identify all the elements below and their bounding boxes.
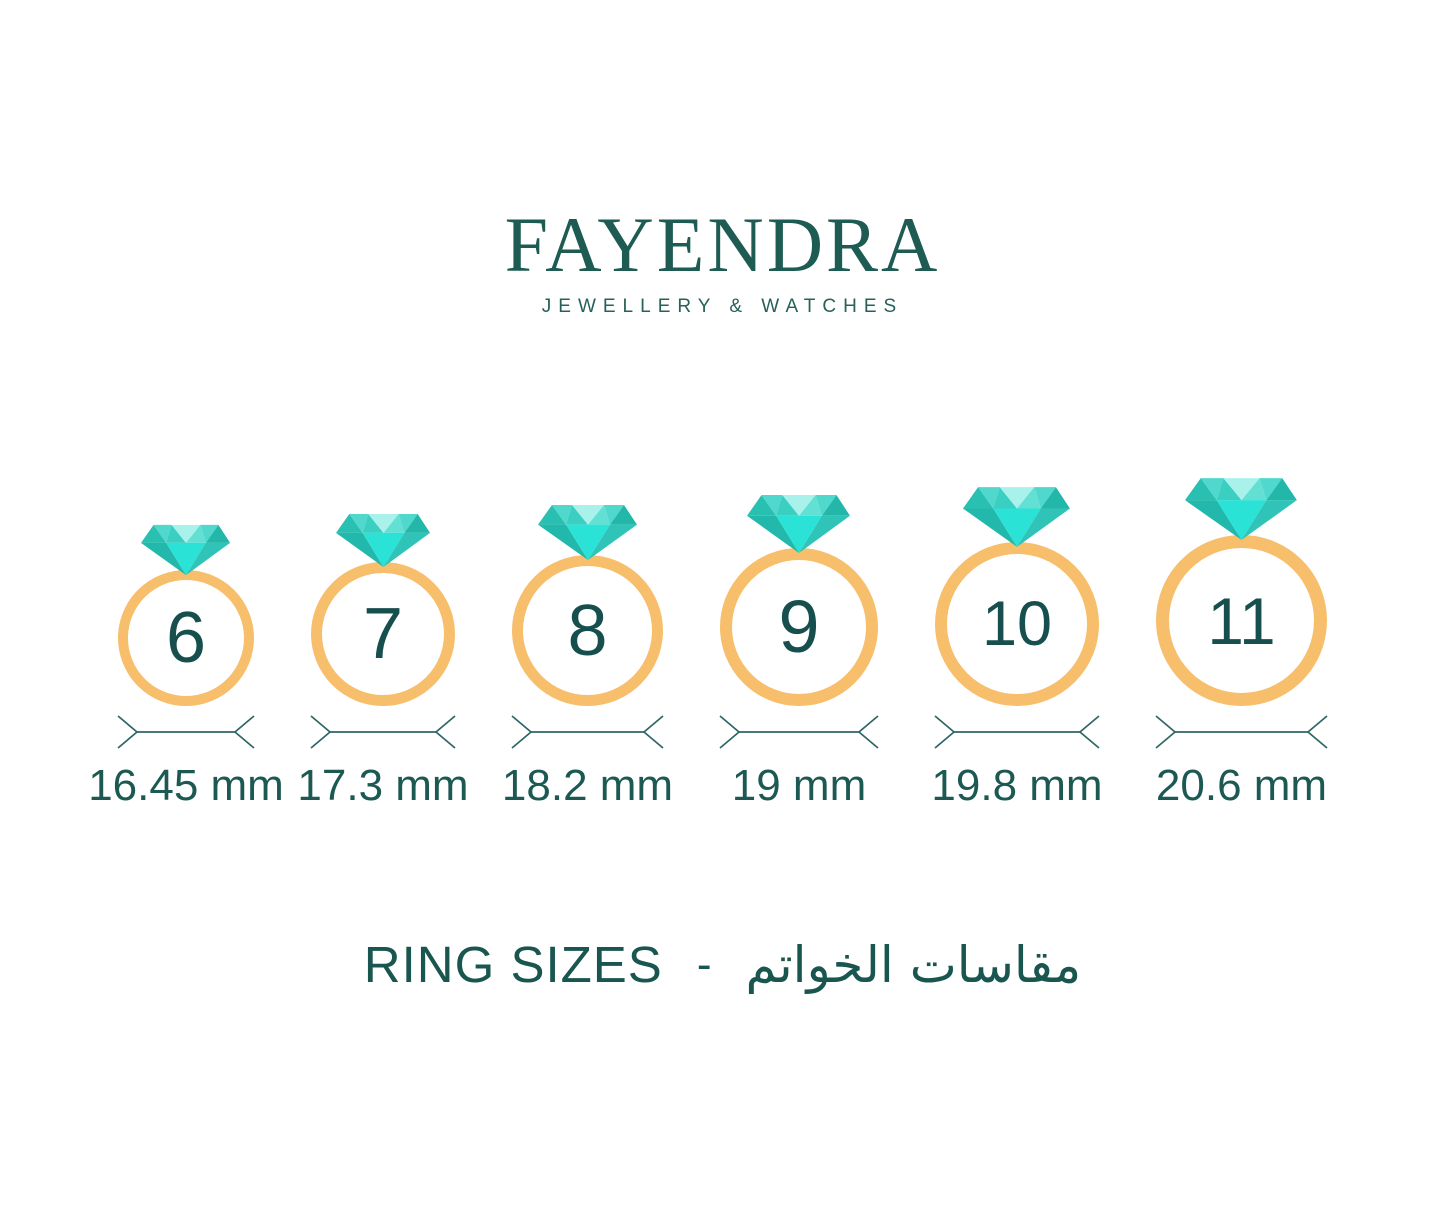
diameter-label: 20.6 mm bbox=[1155, 761, 1328, 811]
measure-arrows bbox=[310, 715, 456, 750]
ring-item-9: 9 19 mm bbox=[719, 494, 879, 812]
brand-name: FAYENDRA bbox=[504, 201, 941, 288]
ring-band: 8 bbox=[512, 555, 663, 707]
diamond-icon bbox=[963, 486, 1071, 548]
measure-arrows bbox=[511, 715, 664, 750]
brand-tagline: JEWELLERY & WATCHES bbox=[541, 296, 904, 317]
title-english: RING SIZES bbox=[363, 936, 663, 993]
ring-band: 11 bbox=[1156, 535, 1327, 707]
measure-arrows bbox=[719, 715, 879, 750]
diameter-label: 18.2 mm bbox=[501, 761, 674, 811]
ring-size-number: 10 bbox=[981, 588, 1053, 659]
diamond-icon bbox=[1185, 477, 1298, 541]
title-arabic: مقاسات الخواتم bbox=[745, 935, 1082, 994]
ring-band: 10 bbox=[935, 542, 1099, 707]
ring-band: 6 bbox=[118, 570, 254, 707]
diameter-label: 19 mm bbox=[731, 761, 867, 811]
page-title: RING SIZES - مقاسات الخواتم bbox=[0, 935, 1445, 994]
ring-band: 7 bbox=[311, 562, 455, 707]
ring-item-10: 10 19.8 mm bbox=[931, 486, 1103, 812]
ring-size-number: 6 bbox=[165, 598, 207, 679]
diamond-icon bbox=[141, 524, 231, 576]
ring-size-number: 7 bbox=[362, 594, 404, 675]
ring-item-11: 11 20.6 mm bbox=[1155, 477, 1328, 812]
diamond-icon bbox=[747, 494, 851, 554]
measure-arrows bbox=[117, 715, 255, 750]
brand-logo: FAYENDRA JEWELLERY & WATCHES bbox=[0, 206, 1445, 318]
ring-item-6: 6 16.45 mm bbox=[88, 524, 284, 812]
title-separator: - bbox=[696, 939, 712, 989]
ring-size-number: 8 bbox=[567, 590, 608, 671]
measure-arrows bbox=[934, 715, 1100, 750]
diameter-label: 17.3 mm bbox=[297, 761, 469, 811]
ring-band: 9 bbox=[720, 548, 878, 707]
ring-size-number: 9 bbox=[778, 585, 820, 669]
measure-arrows bbox=[1155, 715, 1328, 750]
ring-item-7: 7 17.3 mm bbox=[297, 513, 469, 812]
diameter-label: 16.45 mm bbox=[88, 761, 284, 811]
diameter-label: 19.8 mm bbox=[931, 761, 1103, 811]
rings-row: 6 16.45 mm bbox=[0, 477, 1445, 812]
ring-size-number: 11 bbox=[1207, 583, 1276, 658]
diamond-icon bbox=[335, 513, 431, 568]
diamond-icon bbox=[537, 504, 638, 561]
ring-item-8: 8 18.2 mm bbox=[502, 504, 673, 812]
